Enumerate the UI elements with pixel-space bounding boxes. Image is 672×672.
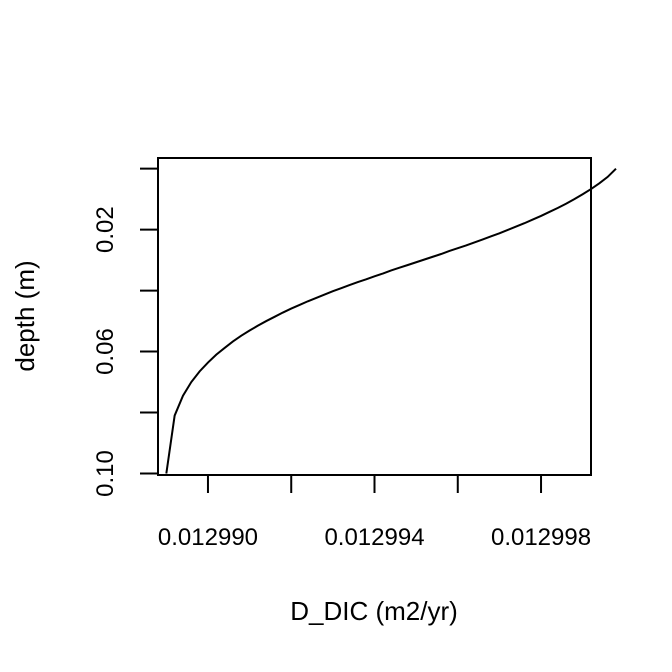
x-axis: 0.012990 0.012994 0.012998 <box>158 475 591 551</box>
data-line <box>165 167 617 474</box>
x-tick-label: 0.012994 <box>324 524 424 551</box>
x-tick-label: 0.012990 <box>158 524 258 551</box>
y-tick-label: 0.06 <box>92 328 119 375</box>
y-tick-label: 0.02 <box>92 206 119 253</box>
y-axis-label: depth (m) <box>10 260 40 371</box>
y-tick-label: 0.10 <box>92 450 119 497</box>
x-axis-label: D_DIC (m2/yr) <box>290 596 458 626</box>
plot-frame <box>157 157 592 476</box>
y-axis: 0.02 0.06 0.10 <box>92 167 158 497</box>
x-tick-label: 0.012998 <box>491 524 591 551</box>
